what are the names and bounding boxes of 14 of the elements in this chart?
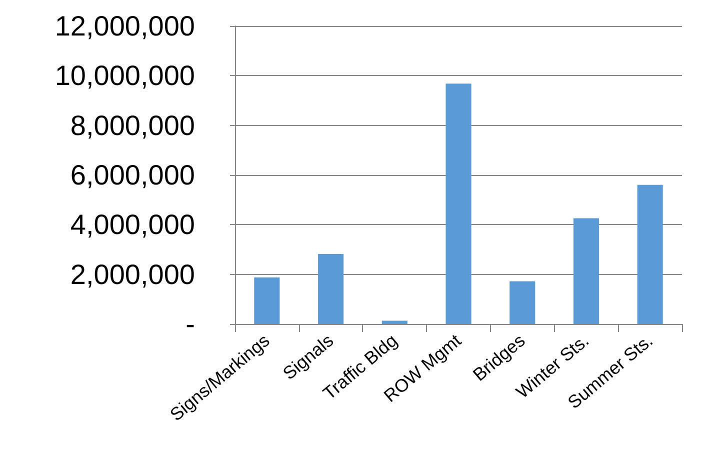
y-tick-label: 6,000,000 (70, 160, 195, 190)
y-tick-label: 12,000,000 (54, 10, 195, 42)
y-tick-label: 2,000,000 (70, 258, 195, 290)
bar (573, 218, 599, 324)
bar (637, 184, 663, 324)
bar (446, 84, 472, 324)
y-tick-label: - (186, 308, 195, 340)
y-tick-label: 8,000,000 (70, 110, 195, 141)
bar (318, 254, 344, 324)
y-tick-label: 4,000,000 (70, 209, 195, 240)
bar (254, 277, 280, 324)
y-tick-label: 10,000,000 (54, 60, 195, 92)
bar (510, 281, 536, 324)
bar (382, 320, 408, 324)
